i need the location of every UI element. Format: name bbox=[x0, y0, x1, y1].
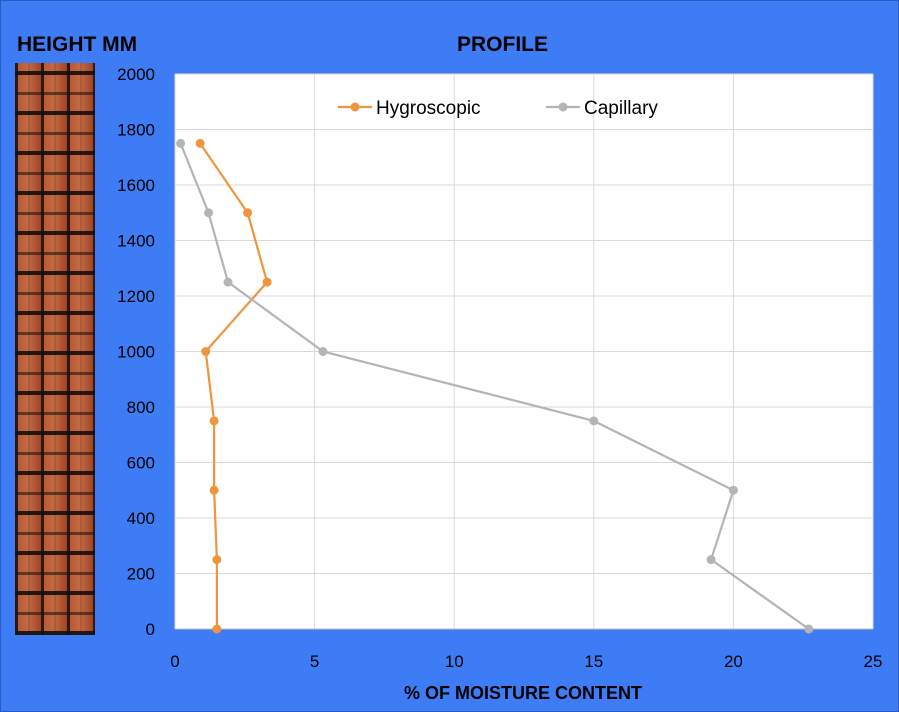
data-point bbox=[318, 347, 328, 356]
y-tick-label: 1400 bbox=[117, 232, 155, 251]
data-point bbox=[195, 138, 205, 148]
height-axis-title: HEIGHT MM bbox=[17, 33, 138, 56]
x-tick-label: 0 bbox=[170, 652, 179, 671]
y-tick-label: 1000 bbox=[117, 343, 155, 362]
data-point bbox=[589, 416, 599, 426]
legend-label: Capillary bbox=[584, 98, 658, 119]
x-axis-title: % OF MOISTURE CONTENT bbox=[404, 683, 642, 703]
data-point bbox=[212, 624, 222, 634]
chart-title: PROFILE bbox=[457, 33, 549, 56]
y-tick-label: 400 bbox=[127, 509, 155, 528]
data-point bbox=[706, 555, 716, 565]
series-hygroscopic bbox=[195, 138, 272, 634]
x-tick-label: 15 bbox=[584, 652, 603, 671]
data-point bbox=[212, 555, 222, 565]
brick-wall-image bbox=[15, 63, 95, 635]
data-point bbox=[201, 347, 211, 356]
legend-swatch-marker bbox=[350, 102, 360, 112]
data-point bbox=[804, 624, 814, 634]
data-point bbox=[728, 485, 738, 495]
x-tick-label: 5 bbox=[310, 652, 319, 671]
data-point bbox=[176, 138, 186, 148]
x-tick-label: 25 bbox=[864, 652, 883, 671]
data-point bbox=[243, 208, 253, 218]
legend: Hygroscopic Capillary bbox=[338, 98, 658, 119]
y-tick-label: 1800 bbox=[117, 121, 155, 140]
legend-label: Hygroscopic bbox=[376, 98, 481, 119]
x-tick-label: 10 bbox=[445, 652, 464, 671]
y-tick-label: 200 bbox=[127, 565, 155, 584]
y-tick-label: 800 bbox=[127, 398, 155, 417]
data-point bbox=[209, 485, 219, 495]
series-capillary bbox=[176, 138, 814, 634]
y-tick-label: 600 bbox=[127, 454, 155, 473]
series-line bbox=[179, 142, 810, 630]
data-point bbox=[209, 416, 219, 426]
axes: 0 200 400 600 800 1000 1200 1400 1600 1800 2000 0 5 1… bbox=[117, 65, 882, 671]
series-line bbox=[199, 142, 269, 629]
legend-swatch-marker bbox=[558, 102, 568, 112]
y-tick-label: 1200 bbox=[117, 287, 155, 306]
data-point bbox=[262, 277, 272, 287]
data-point bbox=[223, 277, 233, 287]
y-tick-label: 1600 bbox=[117, 176, 155, 195]
data-point bbox=[204, 208, 214, 218]
x-tick-label: 20 bbox=[724, 652, 743, 671]
series-layer bbox=[176, 138, 814, 634]
y-tick-label: 2000 bbox=[117, 65, 155, 84]
y-tick-label: 0 bbox=[146, 620, 155, 639]
